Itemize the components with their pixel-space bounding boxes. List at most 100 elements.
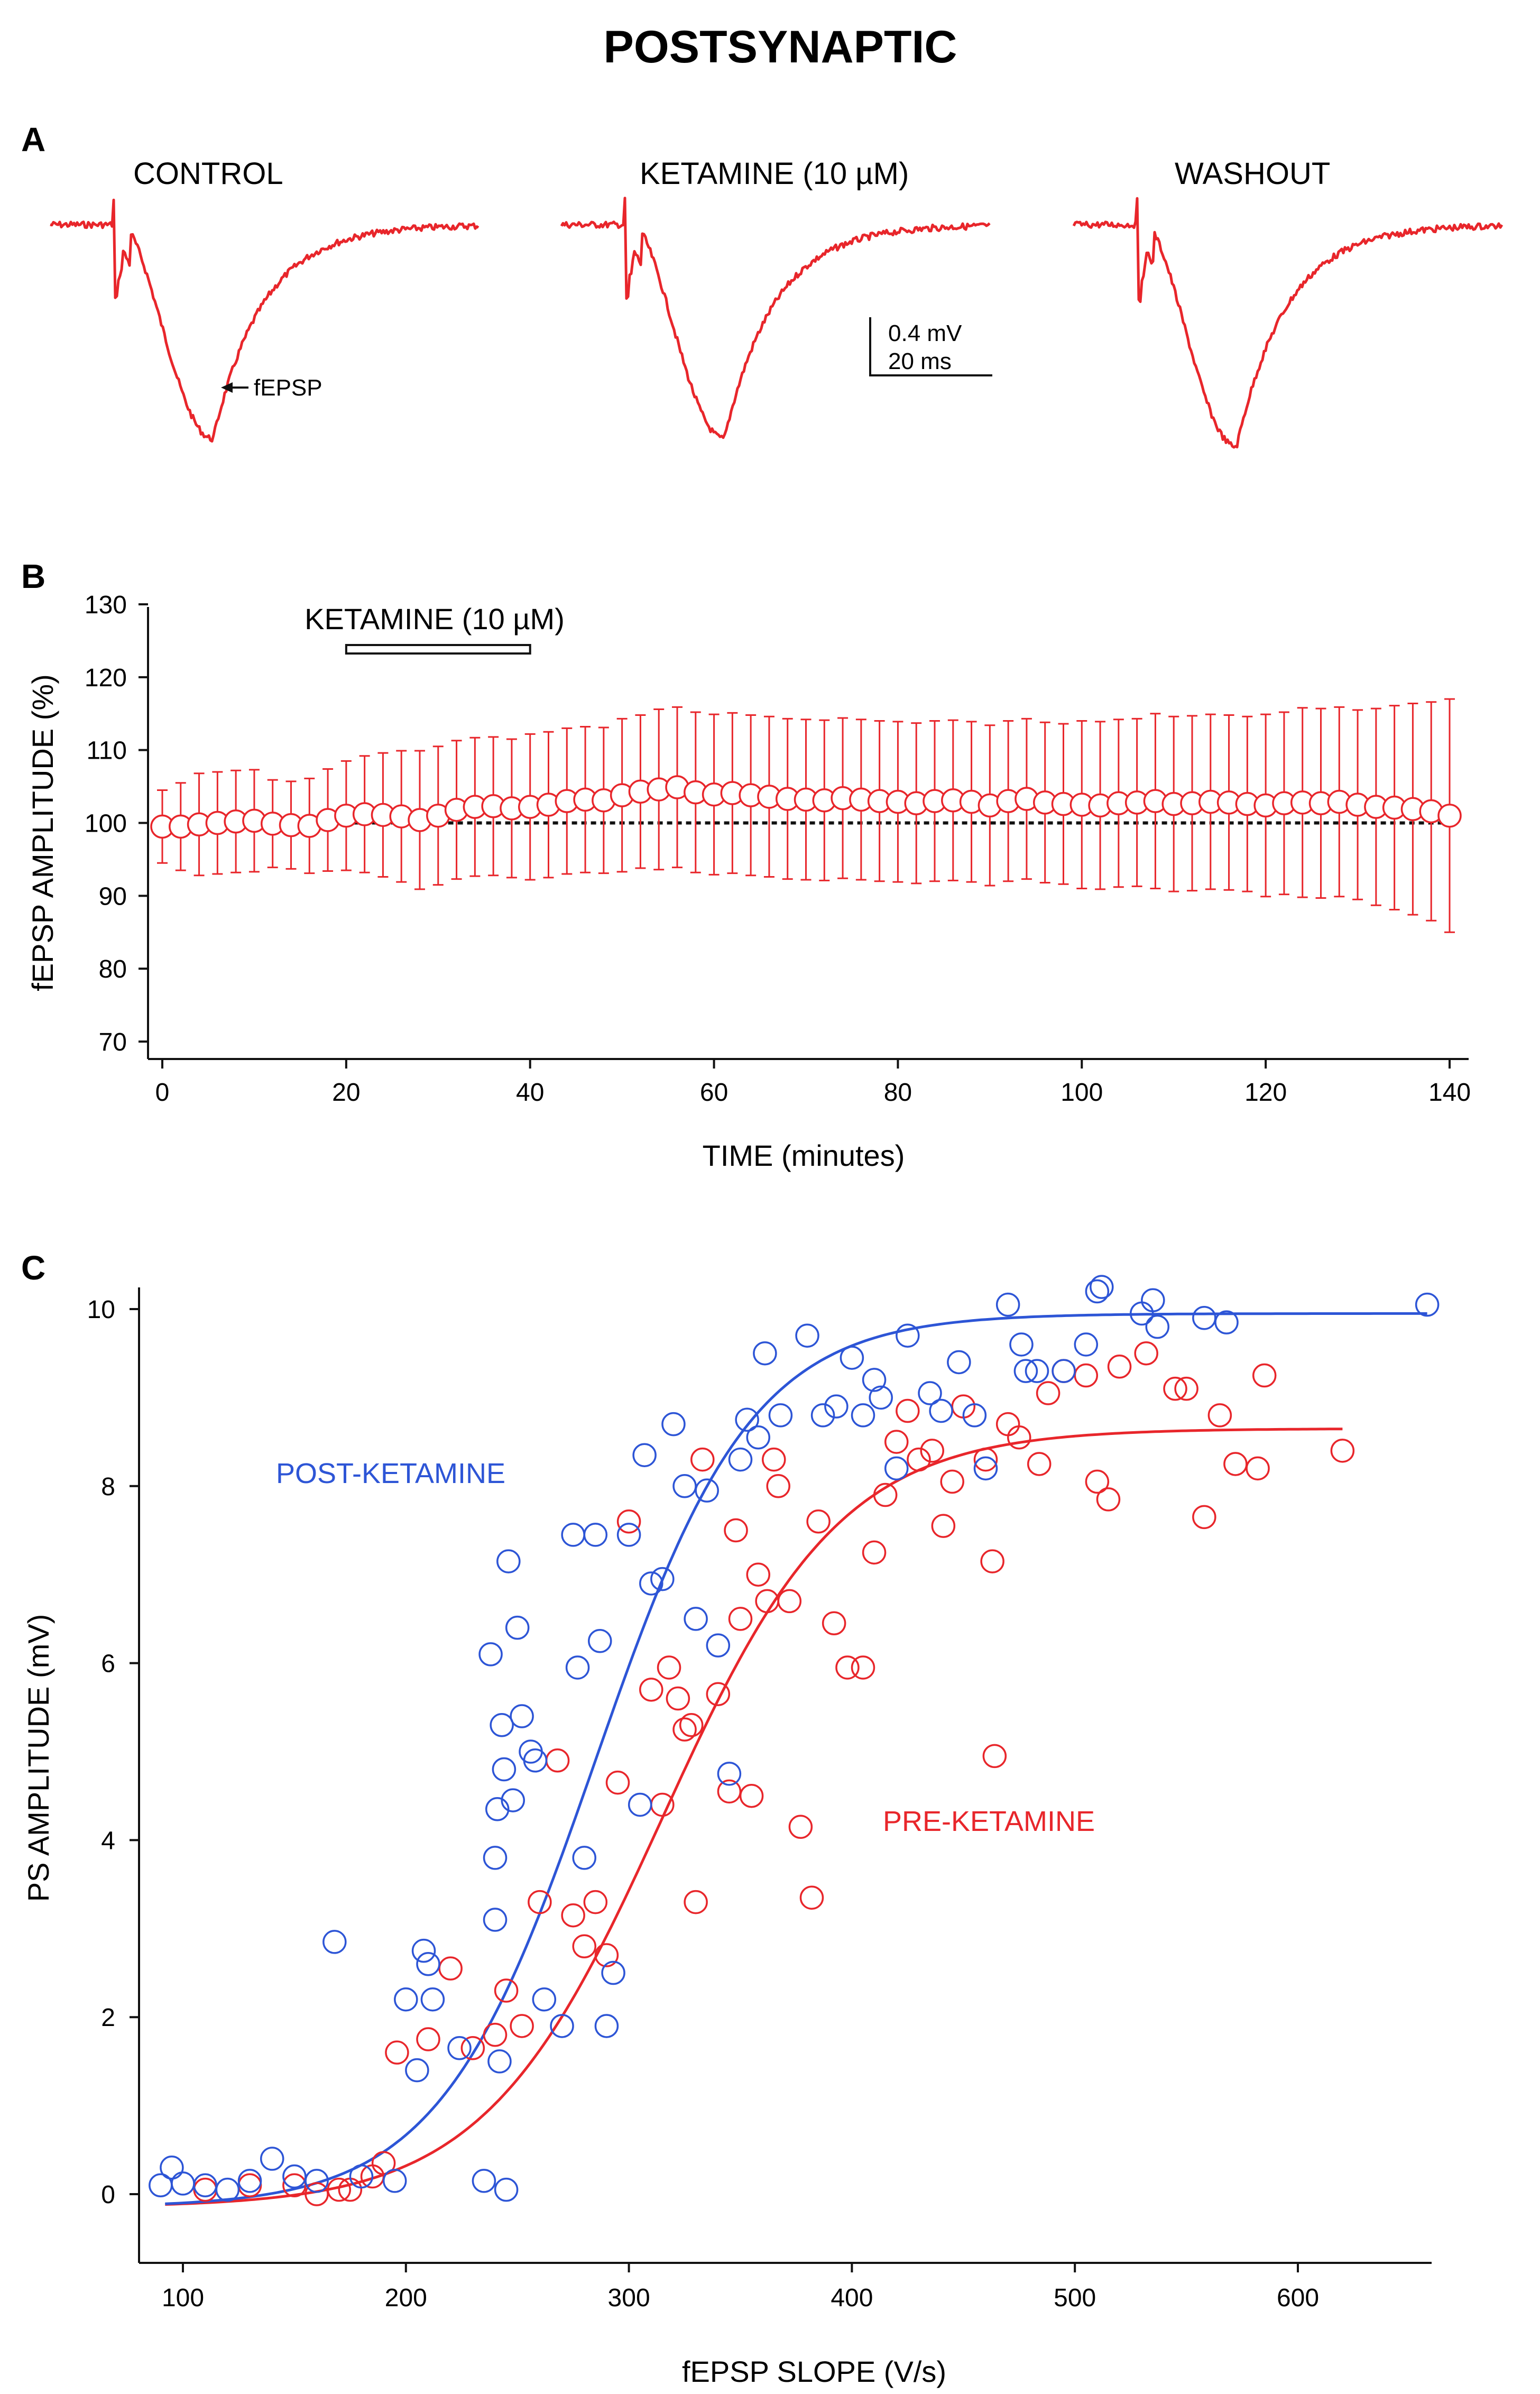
- pre-ketamine-point: [1192, 1505, 1216, 1530]
- post-ketamine-point: [1052, 1359, 1076, 1383]
- post-ketamine-fit-curve: [165, 1312, 1427, 2205]
- b-x-axis-label: TIME (minutes): [703, 1139, 905, 1172]
- post-ketamine-point: [896, 1323, 920, 1348]
- post-ketamine-point: [382, 2169, 407, 2193]
- b-x-tick-label: 0: [155, 1079, 170, 1107]
- c-ticks: 0 2 4 6 8 10 100 200 300 400 500 600: [87, 1296, 1319, 2312]
- c-y-axis-label: PS AMPLITUDE (mV): [22, 1614, 55, 1902]
- post-ketamine-point: [349, 2164, 374, 2189]
- pre-ketamine-point: [416, 2027, 440, 2051]
- post-ketamine-point: [995, 1292, 1020, 1317]
- post-ketamine-point: [1192, 1305, 1216, 1330]
- pre-ketamine-point: [739, 1783, 764, 1808]
- pre-ketamine-point: [799, 1885, 824, 1910]
- post-ketamine-point: [565, 1655, 590, 1680]
- post-ketamine-point: [1025, 1359, 1049, 1383]
- post-ketamine-point: [824, 1394, 849, 1419]
- c-y-tick-label: 4: [101, 1827, 115, 1855]
- post-ketamine-point: [601, 1960, 625, 1985]
- fepsp-trace-ketamine: [560, 197, 991, 439]
- post-ketamine-point: [1415, 1292, 1440, 1317]
- b-y-tick-label: 120: [85, 664, 127, 692]
- pre-ketamine-point: [1074, 1363, 1099, 1388]
- pre-ketamine-point: [1027, 1452, 1052, 1476]
- c-y-tick-label: 8: [101, 1473, 115, 1501]
- post-ketamine-point: [594, 2014, 619, 2038]
- ketamine-application-bar: [345, 644, 531, 655]
- pre-ketamine-point: [835, 1655, 860, 1680]
- b-x-tick-label: 140: [1428, 1079, 1471, 1107]
- pre-ketamine-points: [193, 1341, 1355, 2206]
- pre-ketamine-point: [777, 1589, 802, 1614]
- pre-ketamine-point: [650, 1792, 675, 1817]
- pre-ketamine-point: [851, 1655, 875, 1680]
- figure-title: POSTSYNAPTIC: [604, 22, 957, 72]
- c-y-tick-label: 0: [101, 2181, 115, 2209]
- post-ketamine-point: [420, 1987, 445, 2012]
- pre-ketamine-point: [762, 1447, 786, 1472]
- post-ketamine-point: [661, 1412, 686, 1437]
- trace-label-ketamine: KETAMINE (10 µM): [640, 156, 909, 191]
- pre-ketamine-point: [728, 1607, 753, 1631]
- post-ketamine-point: [851, 1403, 875, 1428]
- panel-a-traces: CONTROL KETAMINE (10 µM) WASHOUT fEPSP 0…: [50, 156, 1504, 449]
- pre-ketamine-point: [920, 1439, 944, 1463]
- post-ketamine-point: [583, 1523, 608, 1547]
- pre-ketamine-point: [980, 1549, 1004, 1573]
- pre-ketamine-point: [973, 1447, 998, 1472]
- post-ketamine-point: [505, 1615, 530, 1640]
- pre-ketamine-point: [1246, 1456, 1270, 1481]
- post-ketamine-point: [1090, 1275, 1114, 1299]
- c-x-tick-label: 600: [1277, 2284, 1319, 2312]
- post-ketamine-point: [260, 2147, 284, 2171]
- pre-ketamine-point: [583, 1890, 608, 1914]
- c-y-tick-label: 10: [87, 1296, 115, 1324]
- fepsp-annotation: fEPSP: [254, 375, 322, 401]
- post-ketamine-point: [1141, 1288, 1165, 1313]
- post-ketamine-point: [394, 1987, 418, 2012]
- post-ketamine-point: [929, 1398, 953, 1423]
- pre-ketamine-point: [460, 2036, 485, 2060]
- b-x-tick-label: 60: [700, 1079, 728, 1107]
- pre-ketamine-point: [982, 1744, 1007, 1769]
- post-ketamine-point: [519, 1739, 543, 1764]
- pre-ketamine-point: [545, 1748, 570, 1773]
- c-y-tick-label: 6: [101, 1650, 115, 1678]
- b-y-tick-label: 70: [99, 1028, 127, 1056]
- pre-ketamine-point: [766, 1474, 790, 1498]
- post-ketamine-point: [862, 1368, 887, 1392]
- post-ketamine-point: [639, 1571, 663, 1596]
- pre-ketamine-point: [639, 1678, 663, 1702]
- post-ketamine-point: [918, 1381, 942, 1405]
- pre-ketamine-point: [862, 1540, 887, 1565]
- post-ketamine-point: [735, 1407, 759, 1432]
- pre-ketamine-point: [822, 1611, 846, 1636]
- pre-ketamine-point: [1007, 1425, 1031, 1450]
- post-ketamine-point: [869, 1385, 893, 1410]
- pre-ketamine-point: [666, 1686, 690, 1711]
- c-y-tick-label: 2: [101, 2004, 115, 2032]
- post-ketamine-point: [672, 1474, 697, 1498]
- c-x-tick-label: 400: [831, 2284, 873, 2312]
- post-ketamine-point: [215, 2177, 240, 2202]
- pre-ketamine-fit-curve: [165, 1428, 1343, 2206]
- pre-ketamine-point: [561, 1903, 585, 1928]
- post-ketamine-point: [447, 2036, 472, 2060]
- pre-ketamine-point: [510, 2014, 534, 2038]
- pre-ketamine-point: [371, 2151, 396, 2176]
- post-ketamine-point: [717, 1762, 742, 1786]
- post-ketamine-point: [160, 2156, 184, 2180]
- c-x-tick-label: 100: [162, 2284, 204, 2312]
- post-ketamine-point: [193, 2173, 217, 2198]
- pre-ketamine-point: [494, 1978, 519, 2003]
- pre-ketamine-point: [1085, 1469, 1110, 1494]
- c-x-axis-label: fEPSP SLOPE (V/s): [682, 2355, 946, 2388]
- pre-ketamine-point: [657, 1655, 681, 1680]
- post-ketamine-point: [1074, 1332, 1099, 1357]
- pre-ketamine-point: [1252, 1363, 1277, 1388]
- post-ketamine-point: [1085, 1279, 1110, 1304]
- fepsp-trace-washout: [1072, 197, 1504, 449]
- pre-ketamine-point: [788, 1815, 813, 1839]
- b-data-points: [150, 775, 1462, 839]
